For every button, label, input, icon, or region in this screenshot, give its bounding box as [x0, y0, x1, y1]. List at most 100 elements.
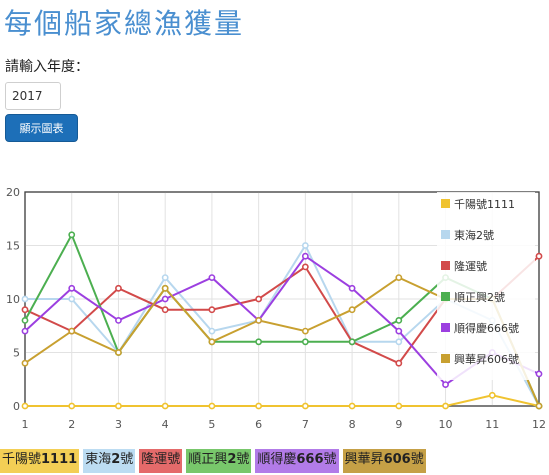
data-point [442, 381, 449, 388]
legend-label: 順得慶666號 [454, 321, 519, 335]
data-point [161, 284, 169, 292]
data-point [68, 402, 76, 410]
data-point [395, 327, 403, 335]
chart: 0 5 10 15 20 1 2 3 4 5 6 7 8 9 10 11 12 千陽號1111 東海2號 隆運號 順正興… [0, 180, 549, 440]
data-point [301, 242, 309, 249]
data-point [68, 231, 76, 239]
legend-label: 千陽號1111 [454, 198, 515, 211]
legend-chip-3: 隆運號 [139, 449, 183, 473]
legend-chip-4: 順正興2號 [186, 449, 252, 473]
legend-chip-2: 東海2號 [83, 449, 136, 473]
year-input[interactable] [5, 82, 61, 110]
data-point [348, 402, 356, 410]
legend-chip-suffix: 號 [236, 452, 250, 467]
data-point [348, 306, 356, 314]
x-tick-label: 1 [22, 418, 29, 431]
x-tick-label: 11 [485, 418, 499, 431]
legend-swatch [441, 292, 450, 301]
data-point [395, 359, 403, 367]
data-point [115, 284, 122, 292]
data-point [255, 316, 263, 324]
data-point [115, 316, 122, 324]
legend-chip-suffix: 號 [410, 452, 424, 467]
legend-chip-6: 興華昇606號 [342, 449, 426, 473]
x-tick-label: 12 [532, 418, 546, 431]
x-tick-label: 9 [395, 418, 402, 431]
legend-chip-5: 順得慶666號 [255, 449, 339, 473]
data-point [208, 327, 216, 335]
legend-chip-name: 隆運號 [141, 452, 181, 467]
legend-chip-1: 千陽號1111 [0, 449, 80, 473]
legend-chip-number: 606 [383, 452, 411, 467]
legend-chip-number: 666 [296, 452, 324, 467]
legend-swatch [441, 354, 450, 363]
data-point [255, 402, 263, 410]
legend-label: 順正興2號 [454, 291, 505, 304]
data-point [115, 402, 122, 410]
x-tick-label: 5 [208, 418, 215, 431]
x-tick-label: 6 [255, 418, 262, 431]
legend-swatch [441, 261, 450, 270]
data-point [208, 402, 216, 410]
y-tick-label: 0 [13, 400, 20, 413]
data-point [161, 295, 169, 303]
y-tick-label: 20 [6, 186, 20, 199]
data-point [488, 391, 496, 399]
data-point [68, 284, 76, 292]
data-point [208, 274, 216, 281]
data-point [535, 402, 543, 410]
x-tick-label: 2 [68, 418, 75, 431]
data-point [535, 370, 543, 378]
legend-box [437, 192, 535, 380]
series-line-1 [25, 394, 540, 407]
data-point [301, 327, 309, 335]
data-point [68, 295, 76, 303]
data-point [348, 284, 356, 292]
data-point [68, 327, 76, 335]
data-point [21, 306, 29, 314]
data-point [395, 338, 403, 346]
legend-chip-name: 順正興 [188, 452, 228, 467]
legend-label: 隆運號 [454, 259, 487, 273]
data-point [115, 349, 122, 356]
data-point [301, 402, 309, 410]
y-tick-label: 10 [6, 293, 20, 306]
legend-label: 興華昇606號 [454, 353, 519, 366]
x-tick-label: 3 [115, 418, 122, 431]
data-point [161, 402, 169, 410]
legend-chip-suffix: 號 [323, 452, 337, 467]
legend-chip-name: 東海 [85, 452, 112, 467]
data-point [161, 274, 169, 281]
legend-chip-name: 順得慶 [257, 452, 297, 467]
data-point [21, 295, 29, 303]
x-tick-label: 10 [439, 418, 453, 431]
y-tick-label: 5 [13, 347, 20, 360]
data-point [161, 306, 169, 314]
page-title: 每個船家總漁獲量 [4, 7, 245, 40]
legend-swatch [441, 230, 450, 239]
legend-chip-number: 2 [227, 452, 237, 467]
year-label: 請輸入年度： [5, 59, 89, 75]
x-tick-label: 8 [349, 418, 356, 431]
data-point [21, 316, 29, 324]
series-legend-bar: 千陽號1111 東海2號 隆運號 順正興2號 順得慶666號 興華昇606號 [0, 449, 549, 473]
data-point [255, 338, 263, 346]
legend-chip-name: 興華昇 [344, 452, 384, 467]
data-point [255, 295, 263, 303]
legend-chip-suffix: 號 [120, 452, 134, 467]
data-point [535, 252, 543, 260]
data-point [395, 402, 403, 410]
legend-chip-name: 千陽號 [2, 452, 42, 467]
data-point [348, 338, 356, 346]
y-tick-label: 15 [6, 240, 20, 253]
data-point [442, 402, 449, 410]
data-point [21, 402, 29, 410]
legend-swatch [441, 199, 450, 208]
data-point [395, 316, 403, 324]
x-tick-label: 4 [162, 418, 169, 431]
data-point [21, 359, 29, 367]
data-point [208, 338, 216, 346]
show-chart-button[interactable]: 顯示圖表 [5, 114, 78, 142]
x-tick-label: 7 [302, 418, 309, 431]
data-point [21, 327, 29, 335]
